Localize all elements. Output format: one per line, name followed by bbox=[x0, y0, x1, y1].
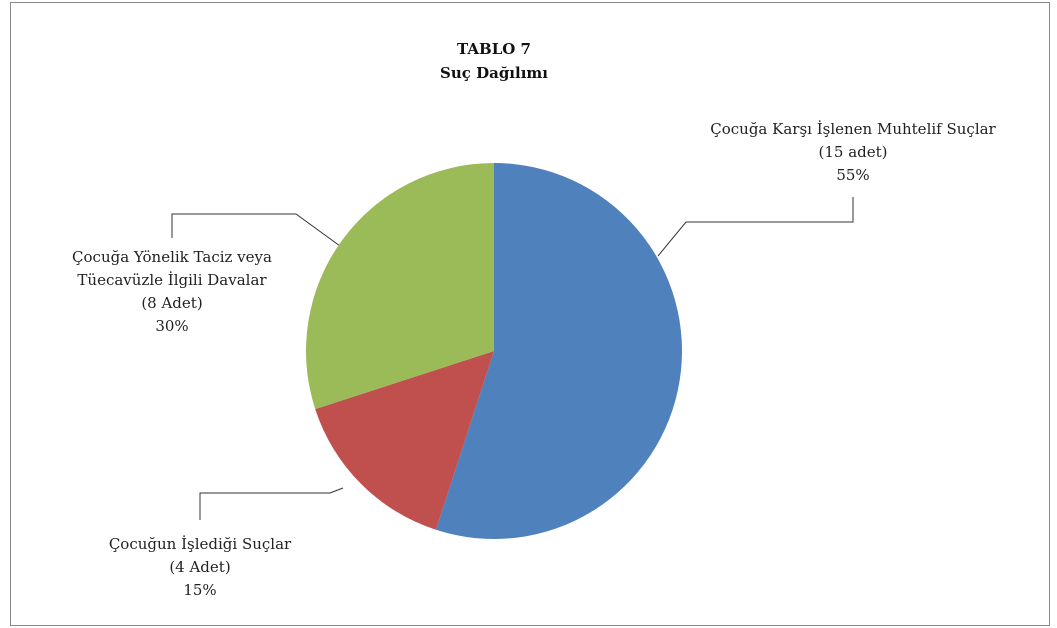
slice-label: Çocuğa Yönelik Taciz veya Tüecavüzle İlg… bbox=[47, 246, 297, 338]
count-label: (15 adet) bbox=[818, 143, 888, 161]
count-label: (4 Adet) bbox=[169, 558, 231, 576]
leader-line bbox=[171, 213, 341, 247]
value-label: 30% bbox=[155, 317, 189, 335]
value-label: 55% bbox=[836, 166, 870, 184]
frame bbox=[10, 2, 1050, 626]
category-label: Çocuğa Yönelik Taciz veya Tüecavüzle İlg… bbox=[72, 248, 272, 289]
category-label: Çocuğun İşlediği Suçlar bbox=[108, 535, 292, 553]
value-label: 15% bbox=[183, 581, 217, 599]
pie-slice bbox=[306, 163, 494, 410]
slice-label: Çocuğun İşlediği Suçlar (4 Adet) 15% bbox=[50, 533, 350, 602]
pie-slice bbox=[315, 351, 494, 530]
chart-title: TABLO 7 bbox=[457, 40, 531, 58]
pie-slice bbox=[435, 163, 682, 540]
chart-subtitle: Suç Dağılımı bbox=[440, 64, 548, 82]
count-label: (8 Adet) bbox=[141, 294, 203, 312]
leader-line bbox=[657, 197, 854, 257]
leader-line bbox=[199, 487, 344, 520]
category-label: Çocuğa Karşı İşlenen Muhtelif Suçlar bbox=[710, 120, 996, 138]
slice-label: Çocuğa Karşı İşlenen Muhtelif Suçlar (15 … bbox=[673, 118, 1033, 187]
